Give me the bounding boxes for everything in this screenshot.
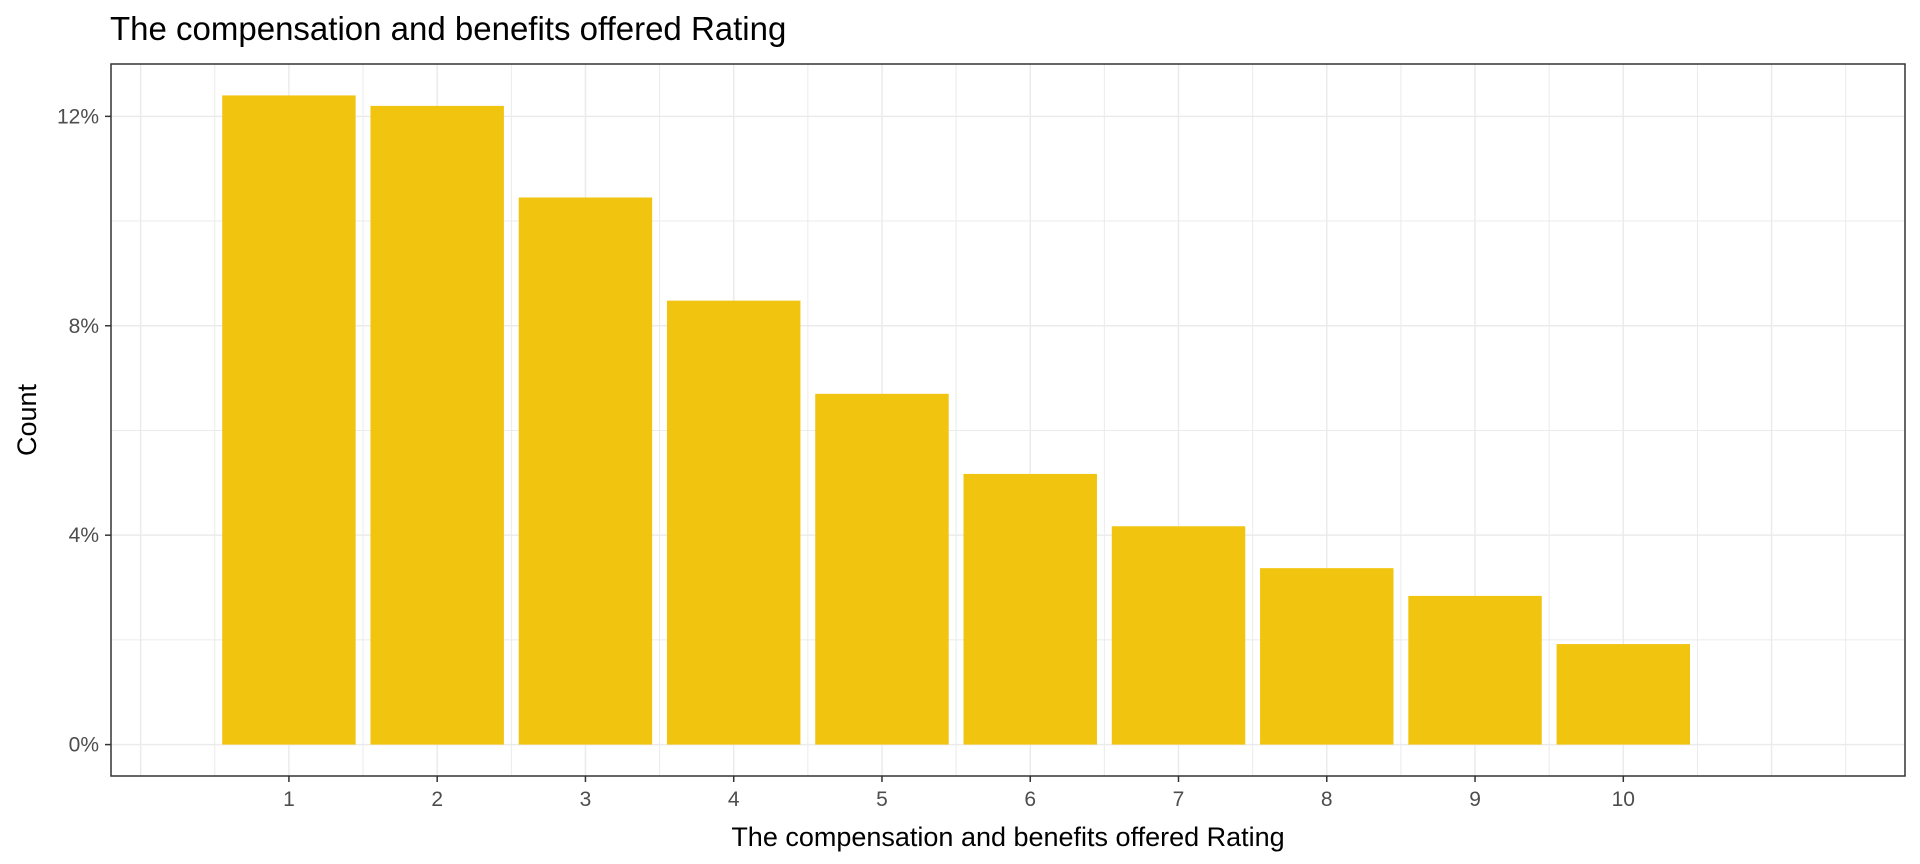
bar-3: [518, 197, 653, 745]
bar-1: [222, 95, 356, 745]
x-tick-label: 3: [580, 788, 592, 811]
y-axis-title: Count: [12, 383, 42, 456]
x-tick-label: 2: [431, 788, 443, 811]
x-tick-label: 7: [1173, 788, 1185, 811]
bar-8: [1260, 568, 1394, 745]
bar-5: [815, 393, 949, 745]
x-tick-label: 10: [1612, 788, 1635, 811]
bar-4: [666, 300, 801, 745]
bar-9: [1408, 595, 1542, 745]
x-tick-label: 5: [876, 788, 888, 811]
panel-border: [110, 63, 1906, 777]
axis-layer: 0% 4% 8% 12% 1 2 3 4 5 6 7 8 9 10: [57, 105, 1635, 811]
bar-2: [370, 105, 504, 745]
y-tick-label: 8%: [69, 315, 99, 338]
y-tick-label: 4%: [69, 524, 99, 547]
x-tick-label: 4: [728, 788, 740, 811]
x-tick-label: 6: [1024, 788, 1036, 811]
chart-title: The compensation and benefits offered Ra…: [110, 10, 786, 47]
bar-6: [963, 473, 1097, 745]
x-tick-label: 8: [1321, 788, 1333, 811]
bar-10: [1556, 644, 1691, 745]
y-tick-label: 0%: [69, 734, 99, 757]
bar-7: [1111, 526, 1246, 745]
x-axis-title: The compensation and benefits offered Ra…: [731, 822, 1284, 852]
y-tick-label: 12%: [57, 105, 99, 128]
x-tick-label: 9: [1469, 788, 1481, 811]
bar-layer: [222, 95, 1691, 745]
x-tick-label: 1: [283, 788, 295, 811]
